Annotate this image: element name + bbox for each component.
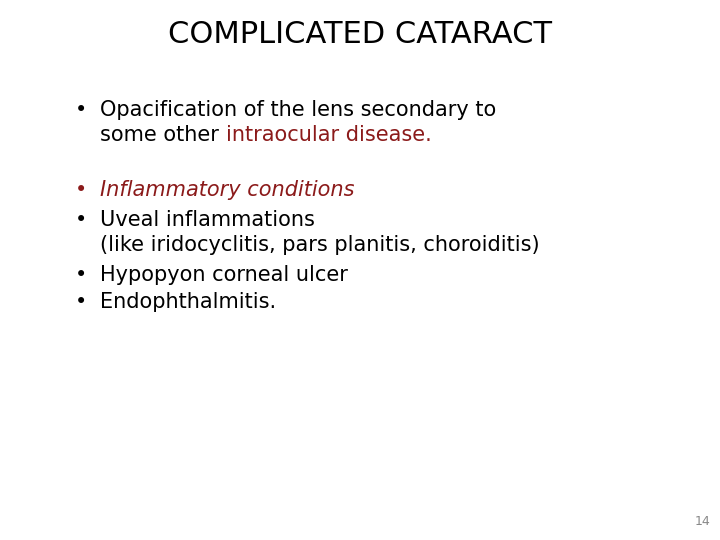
Text: Inflammatory conditions: Inflammatory conditions <box>100 180 354 200</box>
Text: •: • <box>75 100 87 120</box>
Text: •: • <box>75 180 87 200</box>
Text: intraocular disease.: intraocular disease. <box>225 125 431 145</box>
Text: COMPLICATED CATARACT: COMPLICATED CATARACT <box>168 20 552 49</box>
Text: •: • <box>75 292 87 312</box>
Text: Opacification of the lens secondary to: Opacification of the lens secondary to <box>100 100 496 120</box>
Text: Hypopyon corneal ulcer: Hypopyon corneal ulcer <box>100 265 348 285</box>
Text: Uveal inflammations: Uveal inflammations <box>100 210 315 230</box>
Text: Endophthalmitis.: Endophthalmitis. <box>100 292 276 312</box>
Text: 14: 14 <box>694 515 710 528</box>
Text: some other: some other <box>100 125 225 145</box>
Text: •: • <box>75 210 87 230</box>
Text: •: • <box>75 265 87 285</box>
Text: (like iridocyclitis, pars planitis, choroiditis): (like iridocyclitis, pars planitis, chor… <box>100 235 539 255</box>
